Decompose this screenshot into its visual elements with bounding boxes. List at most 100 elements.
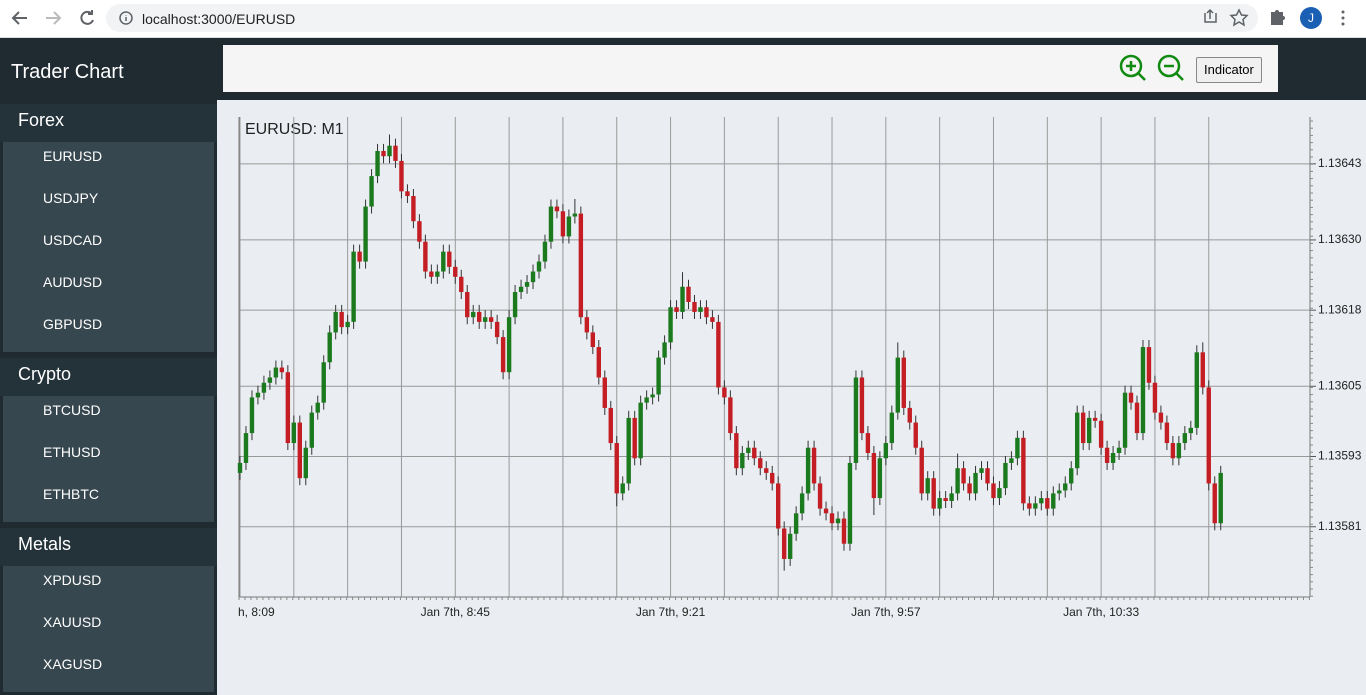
- candle-body: [835, 518, 841, 524]
- candle-body: [1218, 472, 1223, 524]
- candle-body: [363, 206, 368, 262]
- candle-body: [500, 337, 506, 373]
- x-tick-label: Jan 7th, 10:33: [1063, 605, 1139, 619]
- candle-body: [387, 145, 392, 157]
- candle-body: [859, 377, 865, 434]
- nav-buttons[interactable]: [0, 0, 100, 37]
- candle-body: [542, 241, 548, 262]
- symbol-link[interactable]: EURUSD: [43, 148, 103, 164]
- candle-body: [399, 160, 404, 192]
- candle-body: [1086, 417, 1092, 444]
- candle-body: [357, 251, 362, 262]
- candle-body: [614, 443, 619, 494]
- symbol-link[interactable]: ETHUSD: [43, 444, 101, 460]
- candle-body: [1158, 412, 1164, 423]
- group-panel: XPDUSD XAUUSD XAGUSD: [3, 566, 214, 692]
- group-name: Metals: [0, 528, 217, 566]
- candle-body: [1182, 433, 1188, 444]
- candle-body: [889, 412, 895, 444]
- symbol-link[interactable]: GBPUSD: [43, 316, 103, 332]
- candle-body: [985, 468, 990, 484]
- candle-body: [560, 211, 566, 237]
- group-name: Forex: [0, 104, 217, 142]
- candle-body: [1128, 392, 1134, 403]
- candle-body: [656, 357, 661, 395]
- candle-body: [327, 332, 332, 363]
- group-name: Crypto: [0, 358, 217, 396]
- candle-body: [997, 488, 1002, 499]
- candle-body: [471, 311, 476, 318]
- candle-body: [1021, 437, 1026, 504]
- candle-body: [1152, 382, 1158, 413]
- zoom-buttons[interactable]: [1116, 45, 1196, 92]
- candle-body: [506, 317, 512, 373]
- candle-body: [871, 453, 877, 499]
- candle-body: [1092, 417, 1098, 421]
- candle-body: [674, 307, 679, 312]
- candle-body: [746, 447, 751, 453]
- candle-body: [632, 417, 637, 459]
- symbol-link[interactable]: XAUUSD: [43, 614, 102, 630]
- candle-body: [375, 150, 380, 177]
- candle-body: [441, 251, 446, 272]
- candle-body: [943, 498, 948, 501]
- candle-body: [423, 241, 428, 272]
- candle-body: [979, 468, 984, 473]
- candle-body: [584, 317, 590, 333]
- candle-body: [261, 382, 267, 393]
- candle-body: [303, 447, 308, 479]
- candle-body: [662, 342, 667, 358]
- candle-body: [465, 292, 470, 318]
- candle-body: [393, 145, 398, 161]
- candle-body: [1051, 493, 1056, 509]
- candle-body: [853, 377, 859, 463]
- candle-body: [1134, 402, 1140, 434]
- candle-body: [1015, 437, 1020, 459]
- symbol-link[interactable]: BTCUSD: [43, 402, 101, 418]
- candle-body: [285, 372, 291, 444]
- address-bar[interactable]: localhost:3000/EURUSD: [106, 4, 1258, 32]
- candle-body: [417, 221, 422, 242]
- group-panel: BTCUSD ETHUSD ETHBTC: [3, 396, 214, 522]
- symbol-groups: Forex EURUSD USDJPY USDCAD AUDUSD GBPUSD Crypt…: [0, 104, 217, 692]
- candle-body: [548, 206, 554, 242]
- symbol-link[interactable]: ETHBTC: [43, 486, 99, 502]
- candle-body: [267, 377, 273, 383]
- chart-title: EURUSD: M1: [245, 121, 344, 138]
- symbol-link[interactable]: USDJPY: [43, 190, 99, 206]
- symbol-link[interactable]: AUDUSD: [43, 274, 103, 290]
- symbol-link[interactable]: USDCAD: [43, 232, 103, 248]
- candle-body: [829, 513, 835, 524]
- avatar[interactable]: J: [1300, 7, 1322, 29]
- candle-body: [1003, 462, 1008, 489]
- candle-body: [453, 266, 458, 277]
- candle-body: [1110, 453, 1116, 463]
- candle-body: [901, 357, 906, 408]
- x-tick-label: Jan 7th, 8:45: [421, 605, 491, 619]
- candle-body: [1194, 352, 1199, 428]
- browser-icons[interactable]: [1195, 0, 1295, 37]
- candle-body: [291, 422, 297, 444]
- candle-body: [823, 508, 829, 514]
- candle-body: [351, 251, 356, 322]
- candle-body: [273, 367, 279, 378]
- candle-body: [734, 433, 739, 469]
- x-labels: Jan 7th, 8:09 Jan 7th, 8:45 Jan 7th, 9:21 J…: [238, 605, 1139, 619]
- candle-body: [907, 407, 912, 423]
- candle-body: [805, 447, 811, 494]
- candle-body: [644, 397, 649, 403]
- candle-body: [411, 196, 416, 222]
- symbol-link[interactable]: XAGUSD: [43, 656, 103, 672]
- candle-body: [1140, 347, 1146, 434]
- url: localhost:3000/EURUSD: [142, 11, 296, 27]
- indicator-button[interactable]: Indicator: [1196, 57, 1262, 83]
- symbol-link[interactable]: XPDUSD: [43, 572, 102, 588]
- candle-body: [740, 453, 745, 469]
- candle-body: [369, 176, 374, 207]
- candle-body: [1206, 387, 1211, 484]
- candle-body: [1009, 458, 1014, 463]
- candle-body: [237, 462, 243, 473]
- candle-body: [1057, 490, 1062, 494]
- candle-body: [799, 493, 805, 514]
- candle-body: [339, 311, 344, 328]
